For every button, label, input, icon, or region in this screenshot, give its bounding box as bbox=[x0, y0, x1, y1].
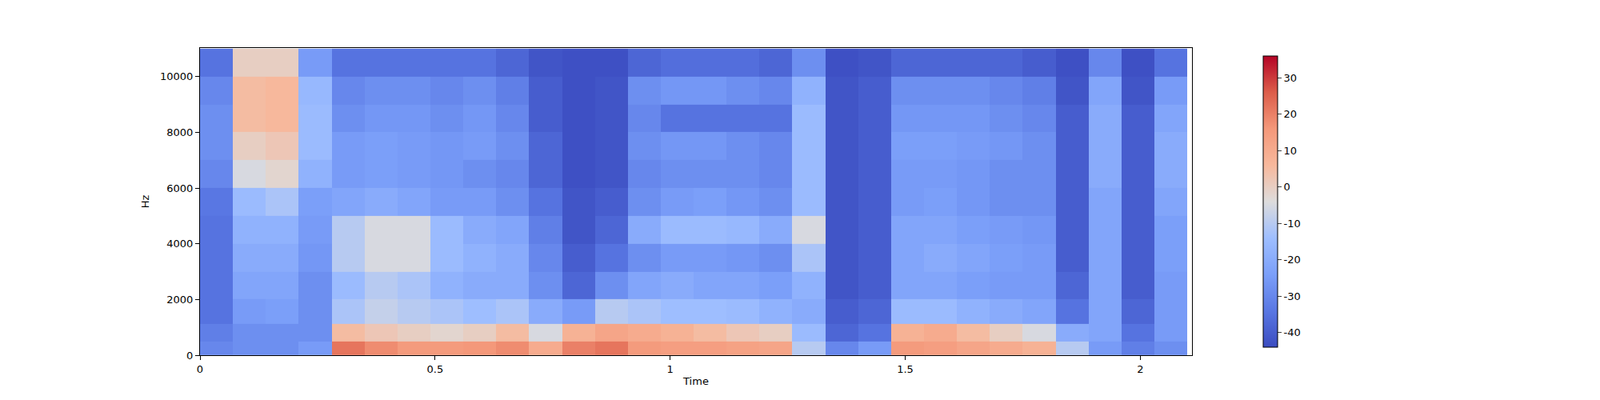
svg-text:0.5: 0.5 bbox=[426, 363, 444, 376]
svg-text:0: 0 bbox=[186, 349, 193, 362]
svg-text:-10: -10 bbox=[1284, 217, 1301, 230]
svg-text:-30: -30 bbox=[1284, 290, 1301, 303]
svg-text:2: 2 bbox=[1136, 363, 1144, 376]
svg-text:Time: Time bbox=[682, 375, 709, 388]
svg-text:30: 30 bbox=[1284, 72, 1298, 84]
svg-text:Hz: Hz bbox=[139, 195, 152, 209]
svg-text:-40: -40 bbox=[1284, 326, 1301, 339]
svg-text:8000: 8000 bbox=[166, 126, 193, 139]
svg-text:0: 0 bbox=[1284, 180, 1291, 193]
svg-text:6000: 6000 bbox=[166, 182, 193, 195]
svg-text:10000: 10000 bbox=[160, 70, 193, 83]
svg-text:2000: 2000 bbox=[166, 293, 193, 306]
svg-text:-20: -20 bbox=[1284, 253, 1301, 266]
svg-text:4000: 4000 bbox=[166, 237, 193, 250]
svg-text:10: 10 bbox=[1284, 144, 1298, 157]
svg-text:0: 0 bbox=[196, 363, 204, 376]
svg-text:20: 20 bbox=[1284, 108, 1298, 120]
svg-text:1: 1 bbox=[667, 363, 674, 376]
svg-text:1.5: 1.5 bbox=[896, 363, 914, 376]
